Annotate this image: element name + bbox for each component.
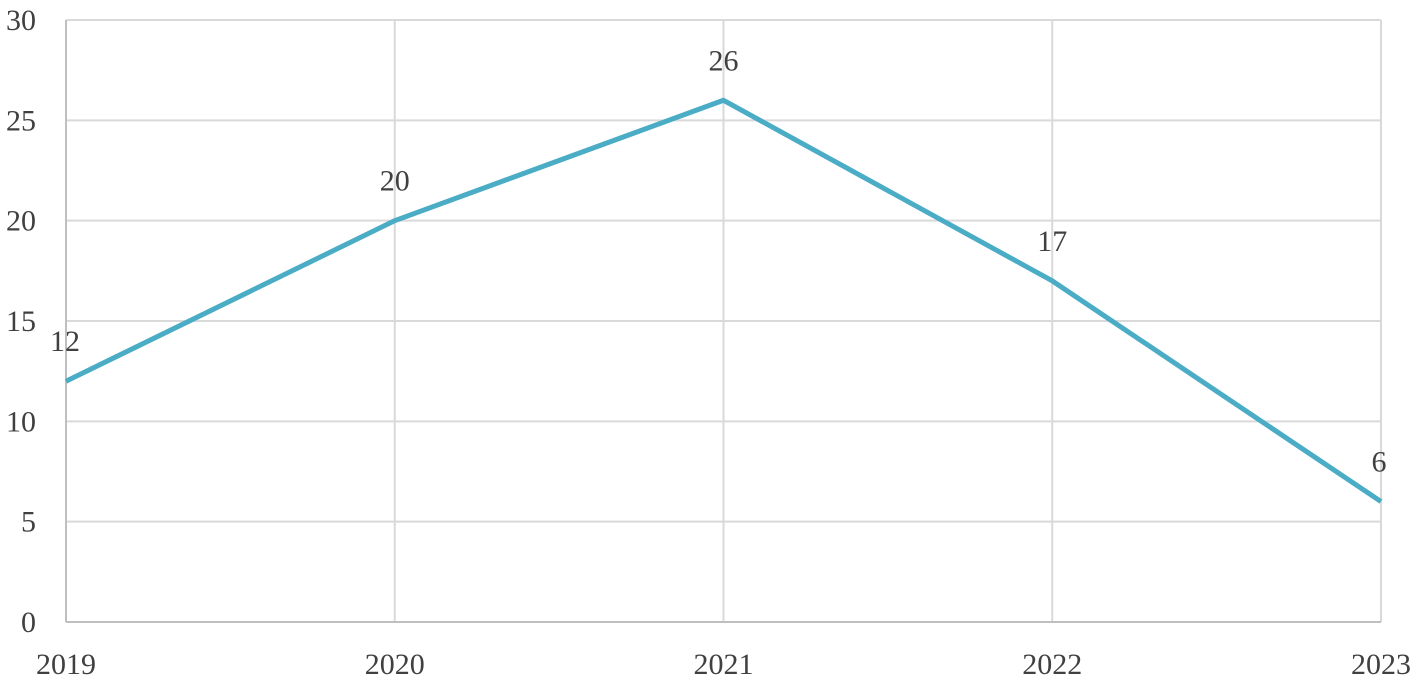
vertical-gridlines (393, 20, 1382, 622)
axes (65, 20, 1381, 623)
data-label-2023: 6 (1372, 446, 1387, 479)
y-tick-label: 5 (21, 506, 36, 539)
y-tick-label: 30 (6, 4, 36, 37)
y-axis-tick-labels: 0 5 10 15 20 25 30 (6, 4, 36, 639)
x-tick-label: 2023 (1351, 648, 1411, 681)
x-tick-label: 2020 (365, 648, 425, 681)
x-axis-tick-labels: 2019 2020 2021 2022 2023 (36, 648, 1411, 681)
y-tick-label: 25 (6, 104, 36, 137)
x-tick-label: 2022 (1022, 648, 1082, 681)
data-label-2020: 20 (380, 165, 410, 198)
series-group (64, 97, 1383, 504)
data-labels: 12 20 26 17 6 (50, 44, 1387, 478)
y-tick-label: 20 (6, 205, 36, 238)
data-label-2019: 12 (50, 325, 80, 358)
x-tick-label: 2019 (36, 648, 96, 681)
data-label-2022: 17 (1037, 225, 1067, 258)
data-label-2021: 26 (709, 44, 739, 77)
series-line (64, 97, 1383, 504)
y-tick-label: 10 (6, 405, 36, 438)
x-tick-label: 2021 (694, 648, 754, 681)
y-tick-label: 0 (21, 606, 36, 639)
y-tick-label: 15 (6, 305, 36, 338)
